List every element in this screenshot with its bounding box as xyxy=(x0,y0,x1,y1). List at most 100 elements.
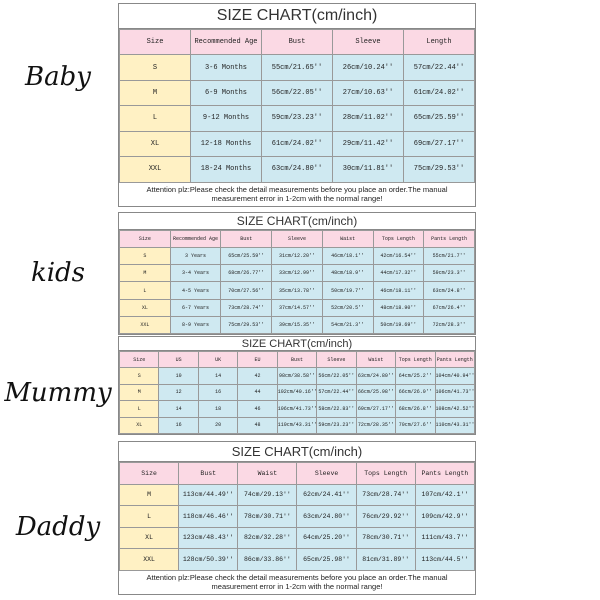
header-cell: Sleeve xyxy=(332,28,404,56)
data-cell: 63cm/24.80'' xyxy=(355,367,397,385)
data-cell: 39cm/15.35'' xyxy=(271,315,323,335)
size-cell: L xyxy=(119,105,191,132)
data-cell: 54cm/21.3'' xyxy=(321,315,374,335)
data-cell: 20 xyxy=(197,416,239,435)
section-label: Mummy xyxy=(4,378,112,408)
size-cell: M xyxy=(118,483,180,506)
data-cell: 56cm/22.05'' xyxy=(261,79,333,107)
size-cell: L xyxy=(119,281,171,300)
data-cell: 109cm/42.9'' xyxy=(414,505,476,528)
data-row: XL 6-7 Years 73cm/28.74'' 37cm/14.57'' 52cm/… xyxy=(119,298,475,317)
header-cell: Pants Length xyxy=(434,350,475,369)
data-row: L 14 18 46 106cm/41.73'' 58cm/22.83'' 69cm/27.… xyxy=(118,400,475,418)
data-cell: 68cm/26.77'' xyxy=(220,264,273,283)
chart-title: SIZE CHART(cm/inch) xyxy=(119,213,475,230)
data-cell: 123cm/48.43'' xyxy=(178,526,239,549)
data-cell: 42 xyxy=(237,367,278,385)
header-cell: Tops Length xyxy=(372,229,425,249)
data-cell: 68cm/26.8'' xyxy=(395,400,436,418)
chart-title: SIZE CHART(cm/inch) xyxy=(119,337,475,351)
data-cell: 12 xyxy=(158,383,199,402)
data-cell: 30cm/11.81'' xyxy=(332,156,404,183)
data-cell: 86cm/33.86'' xyxy=(237,548,298,571)
data-cell: 82cm/32.28'' xyxy=(237,526,298,549)
data-cell: 18 xyxy=(197,400,239,418)
header-cell: EU xyxy=(237,350,278,369)
data-cell: 75cm/29.53'' xyxy=(403,156,475,183)
size-table: Size Bust Waist Sleeve Tops Length Pants Leng… xyxy=(118,462,476,571)
size-cell: L xyxy=(118,400,160,418)
data-cell: 29cm/11.42'' xyxy=(332,130,404,158)
data-cell: 8-9 Years xyxy=(169,315,222,335)
data-cell: 63cm/24.80'' xyxy=(296,505,357,528)
section-label: Daddy xyxy=(15,512,101,542)
size-cell: S xyxy=(119,54,191,81)
header-row: Size US UK EU Bust Sleeve Waist Tops Length Pant… xyxy=(118,350,475,369)
header-cell: Recommended Age xyxy=(190,28,262,56)
data-cell: 48 xyxy=(237,416,278,435)
data-cell: 52cm/20.5'' xyxy=(321,298,374,317)
data-row: M 12 16 44 102cm/40.16'' 57cm/22.44'' 66cm/25.… xyxy=(118,383,475,402)
header-cell: Pants Length xyxy=(414,462,476,485)
data-row: XXL 128cm/50.39'' 86cm/33.86'' 65cm/25.98''… xyxy=(118,548,476,571)
data-cell: 67cm/26.4'' xyxy=(423,298,475,317)
data-cell: 6-7 Years xyxy=(169,298,222,317)
data-cell: 110cm/43.31'' xyxy=(276,416,318,435)
header-cell: Tops Length xyxy=(395,350,436,369)
size-cell: M xyxy=(118,383,160,402)
header-row: Size Recommended Age Bust Sleeve Length xyxy=(119,28,475,56)
size-cell: S xyxy=(119,247,171,266)
data-cell: 64cm/25.2'' xyxy=(395,367,436,385)
data-row: S 3-6 Months 55cm/21.65'' 26cm/10.24'' 57cm/… xyxy=(119,54,475,81)
data-cell: 46cm/18.1'' xyxy=(321,247,374,266)
data-cell: 10 xyxy=(158,367,199,385)
data-cell: 59cm/23.23'' xyxy=(316,416,357,435)
size-chart: SIZE CHART(cm/inch) Size Recommended Age Bu… xyxy=(118,3,476,207)
size-table: Size Recommended Age Bust Sleeve Waist Tops L… xyxy=(119,229,475,335)
data-cell: 78cm/30.71'' xyxy=(237,505,298,528)
data-cell: 61cm/24.02'' xyxy=(261,130,333,158)
data-cell: 66cm/26.0'' xyxy=(395,383,436,402)
header-row: Size Bust Waist Sleeve Tops Length Pants Leng… xyxy=(118,462,476,485)
data-cell: 110cm/43.31'' xyxy=(434,416,475,435)
data-cell: 57cm/22.44'' xyxy=(316,383,357,402)
data-cell: 69cm/27.17'' xyxy=(355,400,397,418)
data-cell: 59cm/23.23'' xyxy=(261,105,333,132)
data-cell: 98cm/38.58'' xyxy=(276,367,318,385)
data-cell: 62cm/24.41'' xyxy=(296,483,357,506)
size-chart: SIZE CHART(cm/inch) Size Recommended Age Bu… xyxy=(118,212,476,335)
data-cell: 14 xyxy=(197,367,239,385)
header-cell: Recommended Age xyxy=(169,229,222,249)
data-cell: 74cm/29.13'' xyxy=(237,483,298,506)
data-cell: 4-5 Years xyxy=(169,281,222,300)
data-cell: 42cm/16.54'' xyxy=(372,247,425,266)
size-cell: XXL xyxy=(119,315,171,335)
header-row: Size Recommended Age Bust Sleeve Waist Tops L… xyxy=(119,229,475,249)
data-cell: 35cm/13.78'' xyxy=(271,281,323,300)
data-cell: 3 Years xyxy=(169,247,222,266)
data-cell: 27cm/10.63'' xyxy=(332,79,404,107)
data-cell: 102cm/40.16'' xyxy=(276,383,318,402)
data-cell: 50cm/19.7'' xyxy=(321,281,374,300)
data-cell: 18-24 Months xyxy=(190,156,262,183)
size-cell: XXL xyxy=(119,156,191,183)
data-cell: 106cm/41.73'' xyxy=(276,400,318,418)
size-table: Size US UK EU Bust Sleeve Waist Tops Length Pant… xyxy=(118,350,475,435)
header-cell: Waist xyxy=(237,462,298,485)
data-cell: 33cm/12.99'' xyxy=(271,264,323,283)
data-row: XL 16 20 48 110cm/43.31'' 59cm/23.23'' 72cm/28… xyxy=(118,416,475,435)
header-cell: Waist xyxy=(355,350,397,369)
data-cell: 46 xyxy=(237,400,278,418)
header-cell: Waist xyxy=(321,229,374,249)
size-cell: M xyxy=(119,79,191,107)
data-row: XXL 8-9 Years 75cm/29.53'' 39cm/15.35'' 54cm… xyxy=(119,315,475,335)
header-cell: Bust xyxy=(220,229,273,249)
data-row: XL 12-18 Months 61cm/24.02'' 29cm/11.42'' 69… xyxy=(119,130,475,158)
chart-title: SIZE CHART(cm/inch) xyxy=(119,442,475,462)
data-cell: 108cm/42.52'' xyxy=(434,400,475,418)
data-cell: 44cm/17.32'' xyxy=(372,264,425,283)
size-cell: L xyxy=(118,505,180,528)
data-cell: 81cm/31.89'' xyxy=(355,548,416,571)
